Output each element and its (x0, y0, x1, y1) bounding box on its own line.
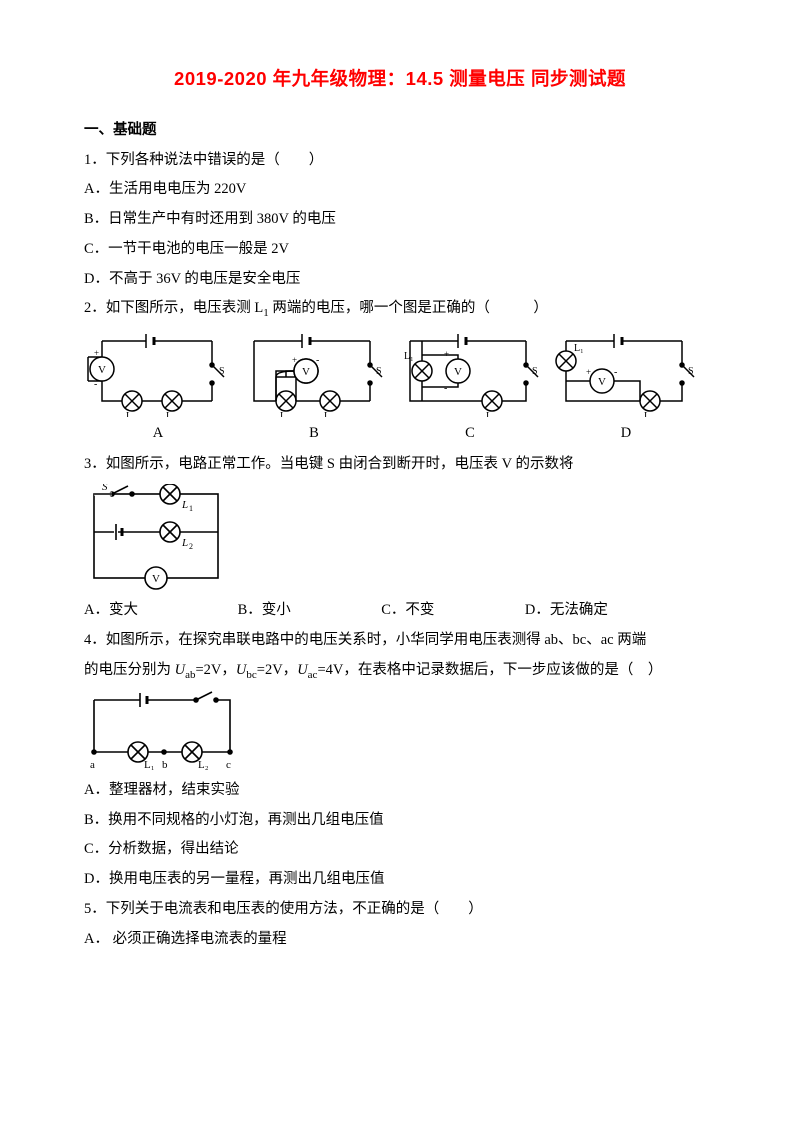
svg-text:-: - (94, 379, 97, 390)
svg-text:L₁: L₁ (574, 343, 584, 354)
svg-text:L₁: L₁ (144, 759, 155, 771)
svg-text:V: V (454, 366, 462, 378)
page-title: 2019-2020 年九年级物理：14.5 测量电压 同步测试题 (84, 60, 716, 98)
circuit-a-icon: V + - S L₁ L₂ (84, 329, 232, 417)
svg-text:c: c (226, 759, 231, 771)
q3-opt-b: B．变小 (238, 596, 378, 626)
svg-text:+: + (292, 355, 297, 365)
svg-text:+: + (444, 349, 449, 359)
svg-text:L₂: L₂ (166, 411, 176, 417)
q4-bc: bc (246, 668, 256, 680)
q3-opt-d: D．无法确定 (525, 596, 608, 626)
q1-opt-a: A．生活用电电压为 220V (84, 175, 716, 205)
q4-figure: a L₁ b L₂ c (84, 690, 716, 772)
q2-label-b: B (240, 419, 388, 449)
svg-text:V: V (152, 573, 160, 585)
circuit-c-icon: V + - S L₁ L₂ (396, 329, 544, 417)
svg-text:V: V (598, 376, 606, 388)
q2-stem-a: 2．如下图所示，电压表测 L (84, 300, 263, 316)
svg-text:L₂: L₂ (486, 411, 496, 417)
q2-figures: V + - S L₁ L₂ A (84, 329, 716, 449)
svg-text:b: b (162, 759, 168, 771)
q2-stem-b: 两端的电压，哪一个图是正确的（ ） (269, 300, 548, 316)
q1-stem: 1．下列各种说法中错误的是（ ） (84, 146, 716, 176)
q2-stem: 2．如下图所示，电压表测 L1 两端的电压，哪一个图是正确的（ ） (84, 294, 716, 324)
q4-opt-b: B．换用不同规格的小灯泡，再测出几组电压值 (84, 806, 716, 836)
circuit-q3-icon: V S L1 L2 (84, 484, 232, 592)
q4-line1: 4．如图所示，在探究串联电路中的电压关系时，小华同学用电压表测得 ab、bc、a… (84, 626, 716, 656)
svg-text:L: L (181, 537, 188, 549)
svg-text:L: L (181, 499, 188, 511)
question-5: 5．下列关于电流表和电压表的使用方法，不正确的是（ ） A． 必须正确选择电流表… (84, 895, 716, 954)
svg-text:a: a (90, 759, 95, 771)
svg-text:V: V (98, 364, 106, 376)
svg-text:-: - (316, 355, 319, 366)
question-3: 3．如图所示，电路正常工作。当电键 S 由闭合到断开时，电压表 V 的示数将 (84, 450, 716, 625)
q2-label-a: A (84, 419, 232, 449)
q4-uac: U (297, 662, 307, 678)
question-2: 2．如下图所示，电压表测 L1 两端的电压，哪一个图是正确的（ ） (84, 294, 716, 448)
q1-opt-c: C．一节干电池的电压一般是 2V (84, 235, 716, 265)
q2-label-d: D (552, 419, 700, 449)
q4-opt-a: A．整理器材，结束实验 (84, 776, 716, 806)
svg-text:S: S (102, 484, 108, 493)
svg-text:L₂: L₂ (644, 411, 654, 417)
svg-text:V: V (302, 366, 310, 378)
q2-label-c: C (396, 419, 544, 449)
svg-text:L₁: L₁ (280, 411, 290, 417)
circuit-q4-icon: a L₁ b L₂ c (84, 690, 240, 772)
svg-text:L₁: L₁ (126, 411, 136, 417)
svg-text:S: S (376, 366, 382, 377)
svg-text:S: S (532, 366, 538, 377)
q1-opt-b: B．日常生产中有时还用到 380V 的电压 (84, 205, 716, 235)
q4-ac: ac (308, 668, 318, 680)
q3-figure: V S L1 L2 (84, 484, 716, 592)
q4-eq1: =2V， (196, 662, 236, 678)
q4-opt-d: D．换用电压表的另一量程，再测出几组电压值 (84, 865, 716, 895)
q2-fig-c: V + - S L₁ L₂ C (396, 329, 544, 449)
section-heading: 一、基础题 (84, 116, 716, 146)
q2-fig-d: V + - S L₁ L₂ D (552, 329, 700, 449)
q3-opt-c: C．不变 (381, 596, 521, 626)
svg-text:-: - (444, 383, 447, 394)
q5-stem: 5．下列关于电流表和电压表的使用方法，不正确的是（ ） (84, 895, 716, 925)
q4-opt-c: C．分析数据，得出结论 (84, 835, 716, 865)
q4-l2a: 的电压分别为 (84, 662, 175, 678)
q4-line2: 的电压分别为 Uab=2V，Ubc=2V，Uac=4V，在表格中记录数据后，下一… (84, 656, 716, 686)
q3-opt-a: A．变大 (84, 596, 234, 626)
q1-opt-d: D．不高于 36V 的电压是安全电压 (84, 265, 716, 295)
q2-fig-a: V + - S L₁ L₂ A (84, 329, 232, 449)
circuit-b-icon: V + - S L₁ L₂ (240, 329, 388, 417)
svg-text:2: 2 (189, 542, 193, 551)
svg-text:+: + (94, 348, 99, 358)
q3-stem: 3．如图所示，电路正常工作。当电键 S 由闭合到断开时，电压表 V 的示数将 (84, 450, 716, 480)
svg-text:+: + (586, 367, 591, 377)
svg-text:S: S (219, 366, 225, 377)
svg-text:L₂: L₂ (324, 411, 334, 417)
svg-text:1: 1 (189, 504, 193, 513)
q4-eq3: =4V，在表格中记录数据后，下一步应该做的是（ ） (317, 662, 662, 678)
svg-text:L₁: L₁ (404, 351, 414, 362)
svg-text:S: S (688, 366, 694, 377)
q4-ubc: U (236, 662, 246, 678)
q4-ab: ab (185, 668, 195, 680)
question-4: 4．如图所示，在探究串联电路中的电压关系时，小华同学用电压表测得 ab、bc、a… (84, 626, 716, 895)
circuit-d-icon: V + - S L₁ L₂ (552, 329, 700, 417)
svg-text:L₂: L₂ (198, 759, 209, 771)
q5-opt-a: A． 必须正确选择电流表的量程 (84, 925, 716, 955)
q2-fig-b: V + - S L₁ L₂ B (240, 329, 388, 449)
svg-text:-: - (614, 367, 617, 378)
q3-options: A．变大 B．变小 C．不变 D．无法确定 (84, 596, 716, 626)
q4-uab: U (175, 662, 185, 678)
q4-eq2: =2V， (257, 662, 297, 678)
question-1: 1．下列各种说法中错误的是（ ） A．生活用电电压为 220V B．日常生产中有… (84, 146, 716, 295)
